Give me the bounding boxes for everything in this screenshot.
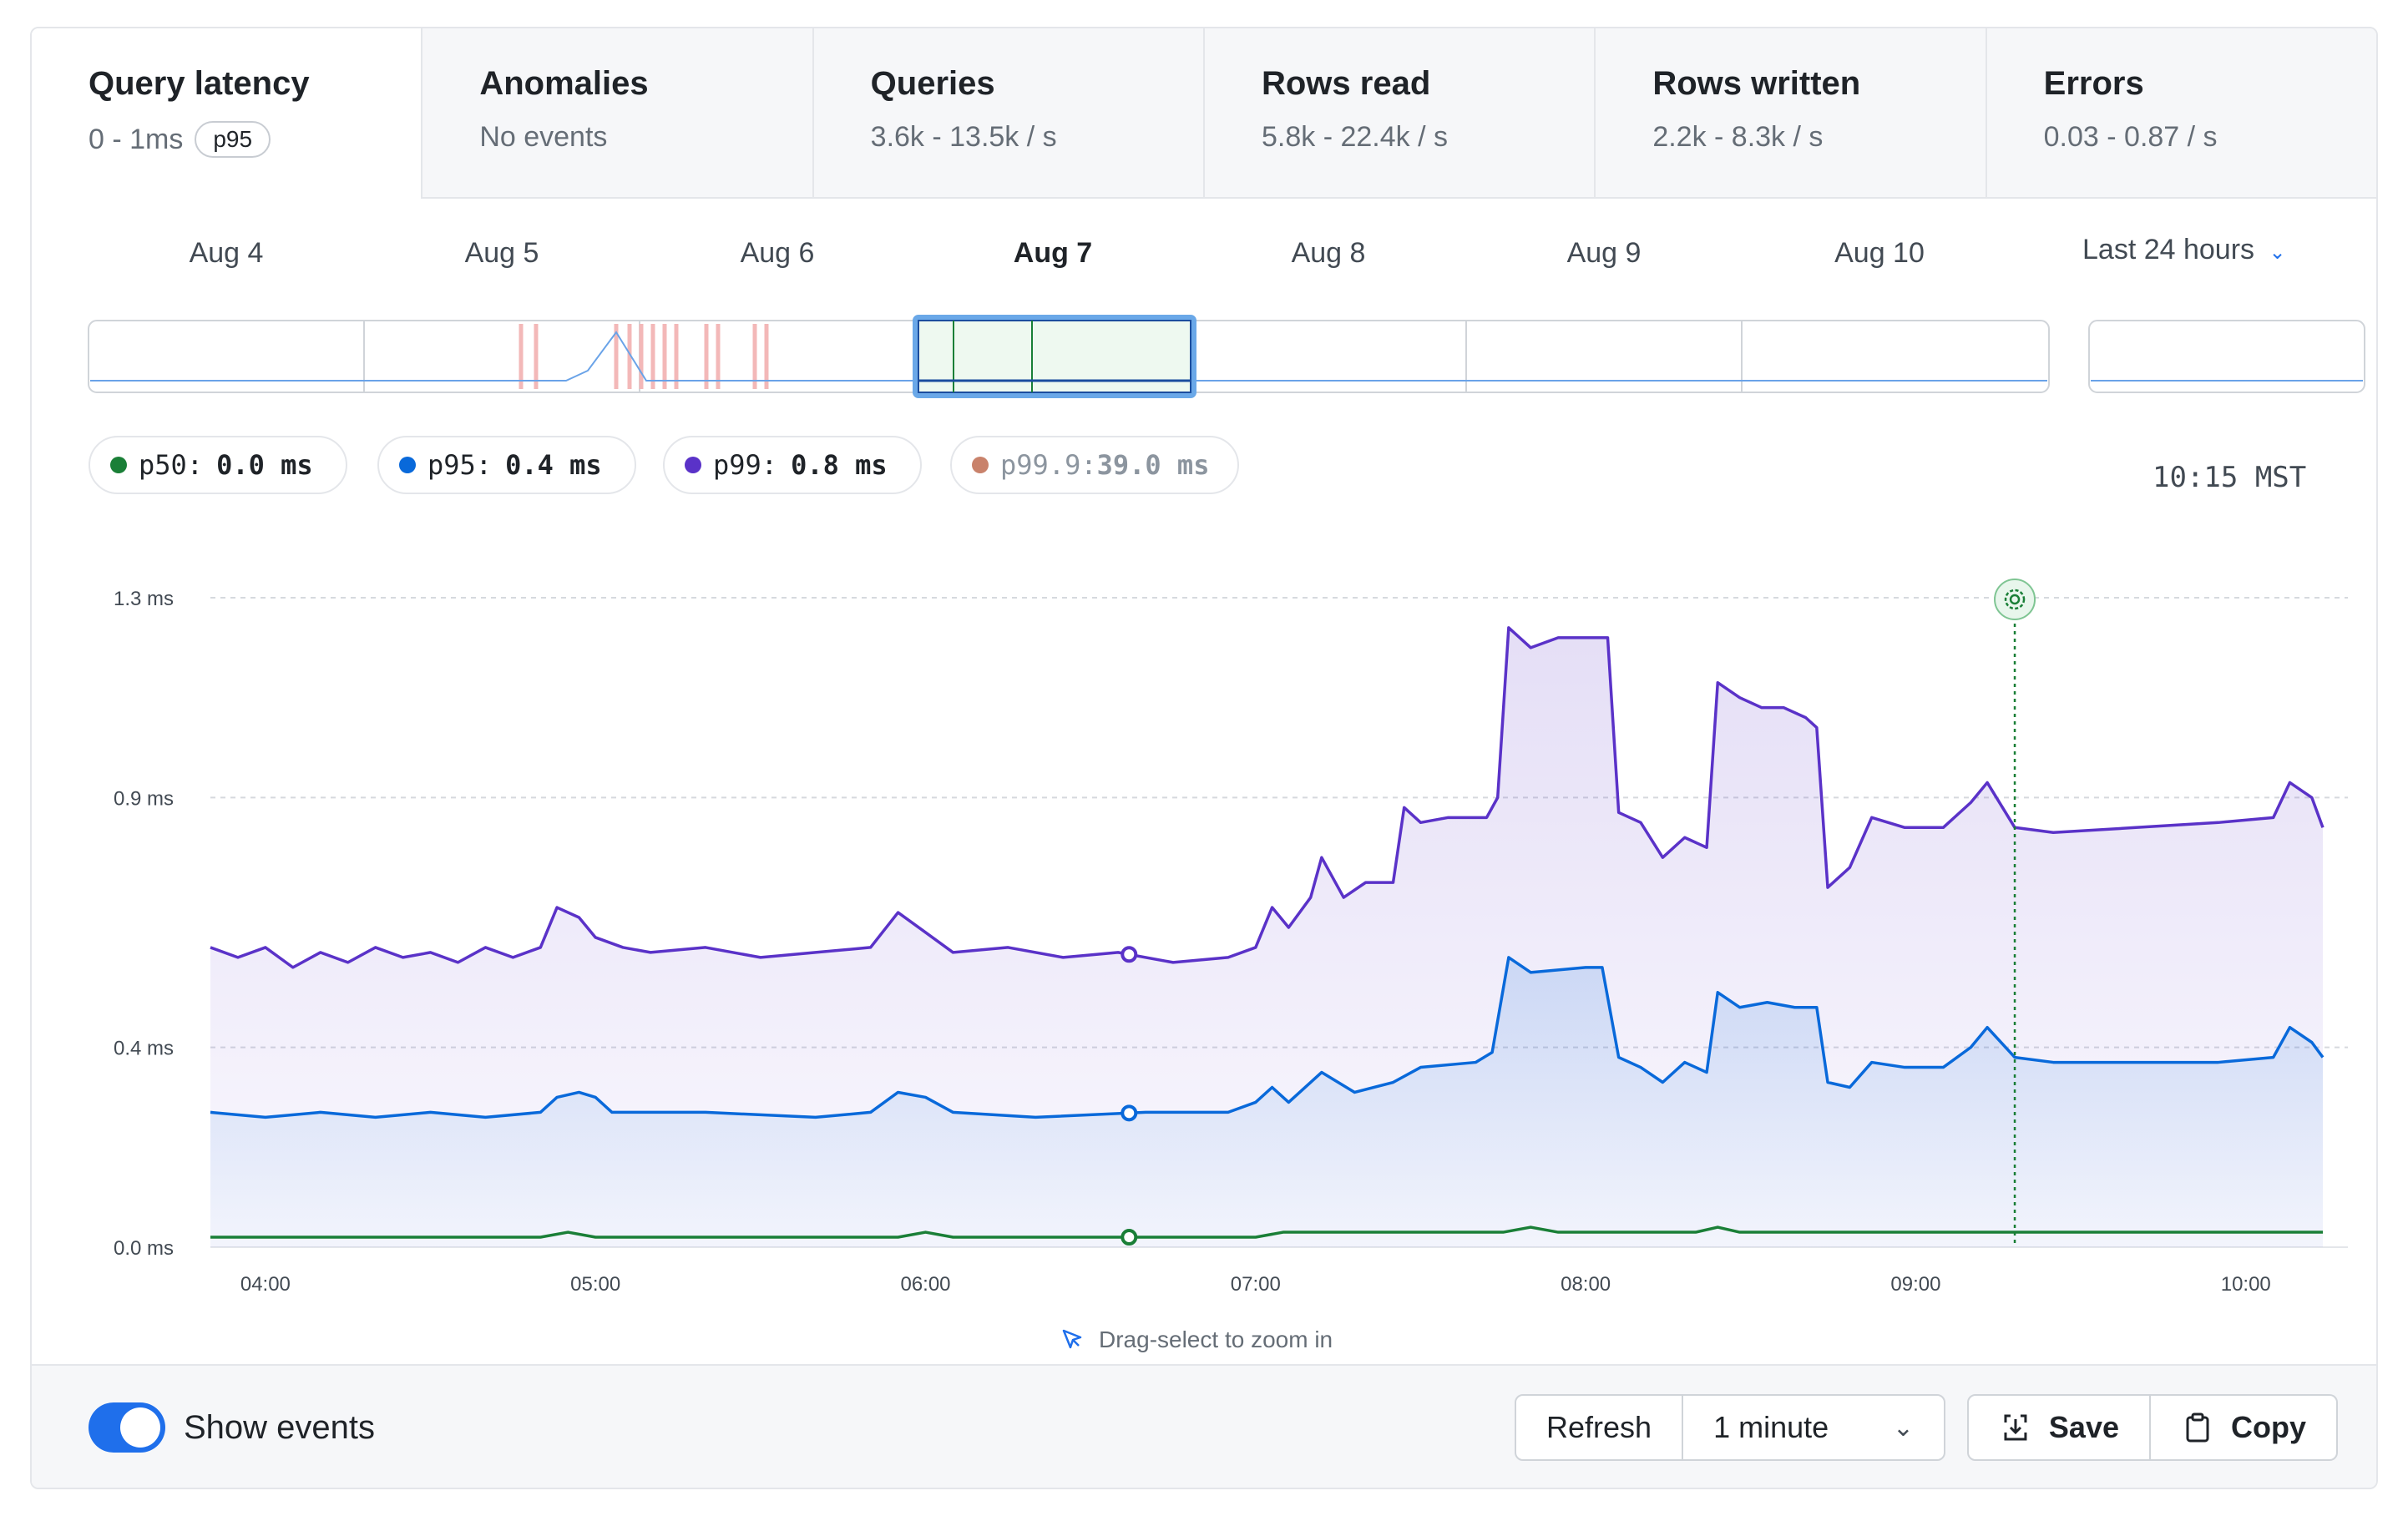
save-label: Save: [2048, 1410, 2119, 1444]
tab-title: Query latency: [89, 65, 310, 102]
refresh-button[interactable]: Refresh: [1546, 1410, 1652, 1444]
footer-bar: Show events Refresh 1 minute ⌄ Save: [32, 1364, 2376, 1488]
legend-p50[interactable]: p50: 0.0 ms: [89, 436, 347, 494]
selected-window-inner: [918, 320, 1191, 393]
timeline-strip[interactable]: [32, 287, 2376, 404]
cursor-select-icon: [1062, 1329, 1082, 1349]
refresh-interval-value: 1 minute: [1713, 1410, 1829, 1444]
time-range-label: Last 24 hours: [2082, 234, 2255, 265]
tab-errors[interactable]: Errors 0.03 - 0.87 / s: [1986, 28, 2376, 199]
tab-title: Rows read: [1261, 65, 1431, 102]
hover-point-p95: [1121, 1104, 1138, 1122]
copy-button[interactable]: Copy: [2149, 1396, 2336, 1459]
toggle-knob: [120, 1407, 160, 1448]
chevron-down-icon: ⌄: [1892, 1413, 1914, 1442]
refresh-group: Refresh 1 minute ⌄: [1515, 1394, 1945, 1461]
metric-tabs: Query latency 0 - 1ms p95 Anomalies No e…: [32, 28, 2376, 199]
tab-subtitle: 2.2k - 8.3k / s: [1652, 121, 1824, 153]
legend-value: 0.0 ms: [216, 449, 313, 481]
zoom-hint-text: Drag-select to zoom in: [1099, 1326, 1333, 1352]
x-tick-label: 07:00: [1231, 1273, 1281, 1296]
legend-value: 0.4 ms: [505, 449, 602, 481]
legend-dot: [399, 457, 416, 473]
x-tick-label: 06:00: [900, 1273, 950, 1296]
x-tick-label: 10:00: [2221, 1273, 2271, 1296]
tab-subtitle: 0.03 - 0.87 / s: [2043, 121, 2218, 153]
time-range-select[interactable]: Last 24 hours ⌄: [2082, 234, 2286, 266]
legend-p99[interactable]: p99: 0.8 ms: [663, 436, 922, 494]
refresh-interval-select[interactable]: 1 minute ⌄: [1682, 1396, 1944, 1459]
y-tick-label: 0.0 ms: [114, 1237, 174, 1260]
y-tick-label: 1.3 ms: [114, 588, 174, 610]
legend-value: 0.8 ms: [791, 449, 888, 481]
legend-dot: [972, 457, 989, 473]
day-label[interactable]: Aug 5: [464, 237, 539, 269]
percentile-badge[interactable]: p95: [195, 121, 271, 158]
series-line-p99: [210, 626, 2325, 969]
y-tick-label: 0.9 ms: [114, 787, 174, 810]
latency-chart[interactable]: 1.3 ms 0.9 ms 0.4 ms 0.0 ms 04:00 05:00 06:00 0…: [32, 529, 2376, 1314]
tab-query-latency[interactable]: Query latency 0 - 1ms p95: [32, 28, 423, 199]
day-label[interactable]: Aug 6: [740, 237, 815, 269]
hover-point-p99: [1121, 946, 1138, 963]
legend-label: p99.9:: [1000, 449, 1097, 481]
selected-window[interactable]: [913, 315, 1196, 398]
y-tick-label: 0.4 ms: [114, 1038, 174, 1060]
save-button[interactable]: Save: [1969, 1396, 2149, 1459]
clipboard-icon: [2186, 1412, 2209, 1443]
series-area-p95: [210, 957, 2323, 1247]
tab-rows-read[interactable]: Rows read 5.8k - 22.4k / s: [1204, 28, 1596, 199]
legend-value: 39.0 ms: [1096, 449, 1210, 481]
tab-subtitle-row: 0 - 1ms p95: [89, 121, 421, 158]
export-group: Save Copy: [1967, 1394, 2338, 1461]
legend-dot: [110, 457, 127, 473]
x-tick-label: 04:00: [240, 1273, 291, 1296]
legend-label: p99:: [713, 449, 778, 481]
tab-queries[interactable]: Queries 3.6k - 13.5k / s: [813, 28, 1205, 199]
x-tick-label: 05:00: [570, 1273, 620, 1296]
day-label[interactable]: Aug 10: [1834, 237, 1925, 269]
current-time: 10:15 MST: [2153, 461, 2307, 494]
latency-card: Query latency 0 - 1ms p95 Anomalies No e…: [30, 27, 2378, 1489]
tab-subtitle: 3.6k - 13.5k / s: [870, 121, 1057, 153]
tab-subtitle: 0 - 1ms: [89, 123, 184, 155]
series-line-p95: [210, 956, 2325, 1119]
zoom-hint: Drag-select to zoom in: [1059, 1326, 1333, 1354]
range-preview-box: [2088, 320, 2365, 393]
x-tick-label: 09:00: [1890, 1273, 1940, 1296]
series-line-p50: [210, 1225, 2323, 1239]
legend-p999[interactable]: p99.9: 39.0 ms: [950, 436, 1239, 494]
timeline-sparkline: [90, 331, 2047, 382]
day-label[interactable]: Aug 9: [1566, 237, 1642, 269]
tab-title: Queries: [870, 65, 995, 102]
x-tick-label: 08:00: [1561, 1273, 1611, 1296]
tab-title: Errors: [2043, 65, 2144, 102]
chevron-down-icon: ⌄: [2269, 241, 2286, 264]
tab-subtitle: 5.8k - 22.4k / s: [1261, 121, 1448, 153]
show-events-label: Show events: [184, 1409, 376, 1446]
tab-title: Rows written: [1652, 65, 1861, 102]
download-icon: [2004, 1414, 2027, 1441]
tab-rows-written[interactable]: Rows written 2.2k - 8.3k / s: [1596, 28, 1987, 199]
copy-label: Copy: [2231, 1410, 2306, 1444]
tab-anomalies[interactable]: Anomalies No events: [422, 28, 814, 199]
day-label-selected[interactable]: Aug 7: [1013, 237, 1093, 269]
anomaly-markers: [519, 324, 769, 389]
show-events-toggle[interactable]: [89, 1402, 165, 1453]
gear-icon[interactable]: [2004, 589, 2026, 610]
legend-dot: [685, 457, 701, 473]
day-label[interactable]: Aug 4: [189, 237, 264, 269]
timeline-days: Aug 4 Aug 5 Aug 6 Aug 7 Aug 8 Aug 9 Aug …: [89, 237, 2042, 280]
day-label[interactable]: Aug 8: [1291, 237, 1366, 269]
event-marker-badge: [1994, 579, 2036, 620]
tab-subtitle: No events: [479, 121, 608, 153]
legend-label: p50:: [139, 449, 204, 481]
tab-title: Anomalies: [479, 65, 649, 102]
hover-point-p50: [1121, 1229, 1138, 1246]
legend-p95[interactable]: p95: 0.4 ms: [377, 436, 636, 494]
legend-label: p95:: [427, 449, 493, 481]
